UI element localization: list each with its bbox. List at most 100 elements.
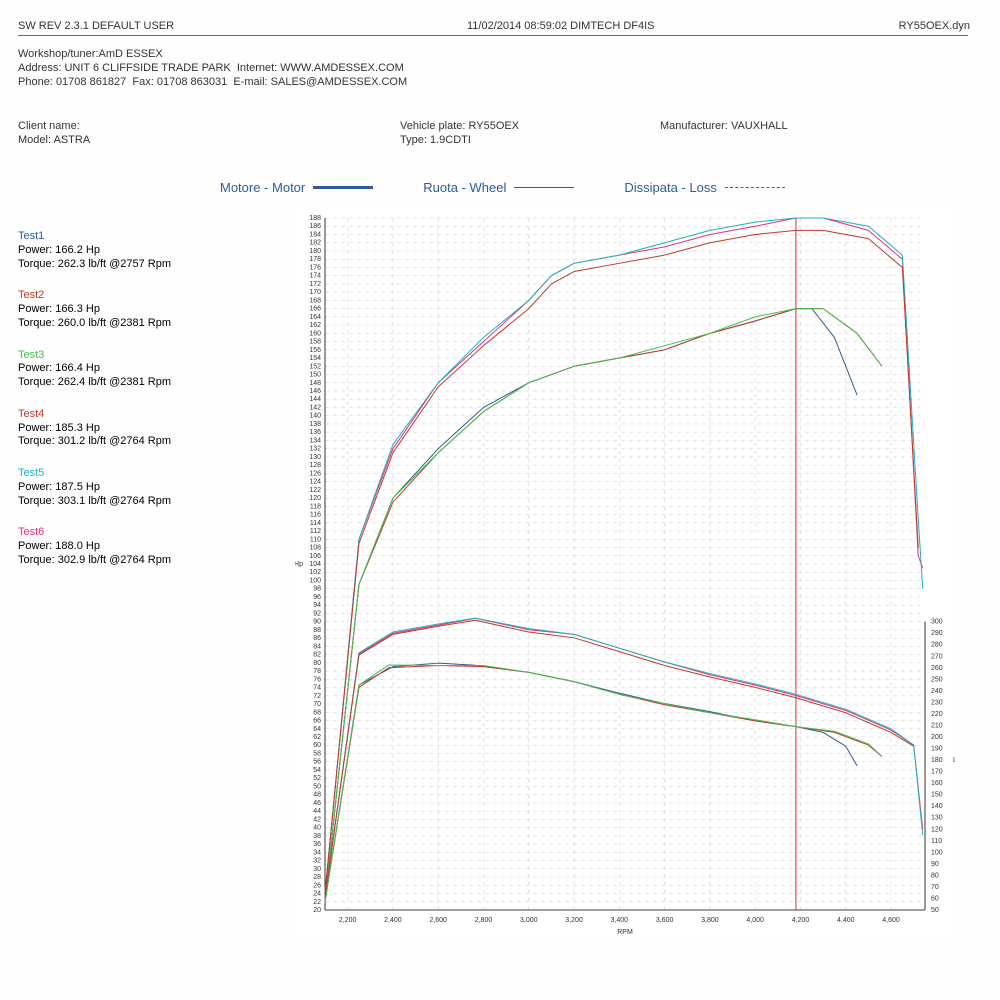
svg-text:68: 68 [313,709,321,716]
svg-text:2,800: 2,800 [475,917,493,924]
svg-text:82: 82 [313,652,321,659]
test-block: Test1Power: 166.2 HpTorque: 262.3 lb/ft … [18,230,278,271]
svg-text:178: 178 [309,256,321,263]
svg-text:50: 50 [313,783,321,790]
legend-label: Motore - Motor [220,180,305,195]
svg-text:102: 102 [309,569,321,576]
type-line: Type: 1.9CDTI [400,134,471,146]
svg-text:160: 160 [309,330,321,337]
svg-text:46: 46 [313,800,321,807]
svg-text:70: 70 [931,884,939,891]
legend-swatch [514,187,574,188]
svg-text:20: 20 [313,907,321,914]
email-value: SALES@AMDESSEX.COM [271,76,407,88]
svg-text:4,200: 4,200 [792,917,810,924]
svg-text:84: 84 [313,643,321,650]
svg-text:184: 184 [309,231,321,238]
filename: RY55OEX.dyn [899,20,970,32]
svg-text:108: 108 [309,545,321,552]
svg-text:Lb/ft: Lb/ft [953,757,955,764]
svg-text:76: 76 [313,676,321,683]
svg-text:186: 186 [309,223,321,230]
svg-text:92: 92 [313,610,321,617]
svg-text:54: 54 [313,767,321,774]
svg-text:36: 36 [313,841,321,848]
test-torque: Torque: 262.3 lb/ft @2757 Rpm [18,258,278,272]
svg-text:3,600: 3,600 [656,917,674,924]
legend-item: Dissipata - Loss [624,180,784,195]
workshop-label: Workshop/tuner: [18,48,99,60]
workshop-line: Workshop/tuner:AmD ESSEX [18,48,163,60]
email-label: E-mail: [233,76,267,88]
plate-value: RY55OEX [469,120,520,132]
test-name: Test1 [18,230,278,244]
svg-text:114: 114 [310,520,321,527]
legend-item: Motore - Motor [220,180,373,195]
svg-text:120: 120 [931,826,943,833]
type-value: 1.9CDTI [430,134,471,146]
manufacturer-line: Manufacturer: VAUXHALL [660,120,788,132]
svg-text:4,000: 4,000 [746,917,764,924]
svg-text:180: 180 [931,757,943,764]
fax-value: 01708 863031 [157,76,227,88]
svg-text:Hp: Hp [295,561,303,568]
test-power: Power: 166.4 Hp [18,362,278,376]
svg-text:148: 148 [309,380,321,387]
svg-text:3,800: 3,800 [701,917,719,924]
legend-swatch [313,186,373,189]
svg-text:188: 188 [309,215,321,222]
svg-text:50: 50 [931,907,939,914]
svg-text:180: 180 [309,248,321,255]
svg-text:80: 80 [931,872,939,879]
svg-text:150: 150 [309,372,321,379]
svg-text:94: 94 [313,602,321,609]
workshop-value: AmD ESSEX [99,48,163,60]
phone-label: Phone: [18,76,53,88]
svg-text:2,600: 2,600 [429,917,447,924]
phone-line: Phone: 01708 861827 Fax: 01708 863031 E-… [18,76,407,88]
manufacturer-value: VAUXHALL [731,120,788,132]
svg-text:60: 60 [313,742,321,749]
svg-text:158: 158 [309,339,321,346]
svg-text:280: 280 [931,642,943,649]
svg-text:176: 176 [309,264,321,271]
internet-label: Internet: [237,62,277,74]
svg-text:106: 106 [309,553,321,560]
svg-text:290: 290 [931,630,943,637]
client-label: Client name: [18,120,80,132]
svg-text:44: 44 [313,808,321,815]
svg-text:138: 138 [309,421,321,428]
test-power: Power: 166.3 Hp [18,303,278,317]
model-label: Model: [18,134,51,146]
legend-label: Ruota - Wheel [423,180,506,195]
test-list: Test1Power: 166.2 HpTorque: 262.3 lb/ft … [18,230,278,586]
test-torque: Torque: 303.1 lb/ft @2764 Rpm [18,495,278,509]
svg-text:140: 140 [931,803,943,810]
type-label: Type: [400,134,427,146]
svg-text:126: 126 [309,470,321,477]
svg-text:110: 110 [931,838,942,845]
svg-text:210: 210 [931,722,943,729]
svg-text:32: 32 [313,858,321,865]
svg-text:130: 130 [309,454,321,461]
test-block: Test5Power: 187.5 HpTorque: 303.1 lb/ft … [18,467,278,508]
svg-text:74: 74 [313,685,321,692]
svg-text:118: 118 [310,503,321,510]
dyno-chart: 2022242628303234363840424446485052545658… [295,210,955,940]
svg-text:190: 190 [931,746,943,753]
svg-text:96: 96 [313,594,321,601]
timestamp-device: 11/02/2014 08:59:02 DIMTECH DF4IS [467,20,655,32]
address-label: Address: [18,62,61,74]
svg-text:146: 146 [309,388,321,395]
test-torque: Torque: 262.4 lb/ft @2381 Rpm [18,376,278,390]
test-name: Test3 [18,349,278,363]
svg-text:70: 70 [313,701,321,708]
internet-value: WWW.AMDESSEX.COM [280,62,403,74]
svg-text:40: 40 [313,825,321,832]
svg-text:56: 56 [313,759,321,766]
svg-text:48: 48 [313,792,321,799]
client-line: Client name: [18,120,80,132]
svg-text:90: 90 [313,619,321,626]
svg-text:100: 100 [931,849,943,856]
address-line: Address: UNIT 6 CLIFFSIDE TRADE PARK Int… [18,62,404,74]
